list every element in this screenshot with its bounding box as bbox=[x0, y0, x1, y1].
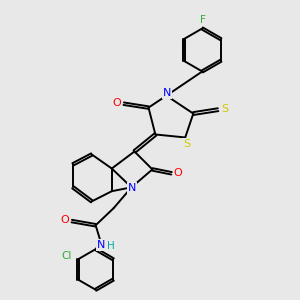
Text: O: O bbox=[113, 98, 122, 108]
Text: O: O bbox=[61, 214, 70, 225]
Text: F: F bbox=[200, 15, 206, 25]
Text: H: H bbox=[107, 241, 115, 250]
Text: N: N bbox=[97, 240, 105, 250]
Text: O: O bbox=[174, 168, 182, 178]
Text: S: S bbox=[183, 139, 190, 149]
Text: N: N bbox=[163, 88, 171, 98]
Text: N: N bbox=[128, 183, 136, 193]
Text: S: S bbox=[221, 104, 228, 114]
Text: Cl: Cl bbox=[61, 251, 72, 261]
